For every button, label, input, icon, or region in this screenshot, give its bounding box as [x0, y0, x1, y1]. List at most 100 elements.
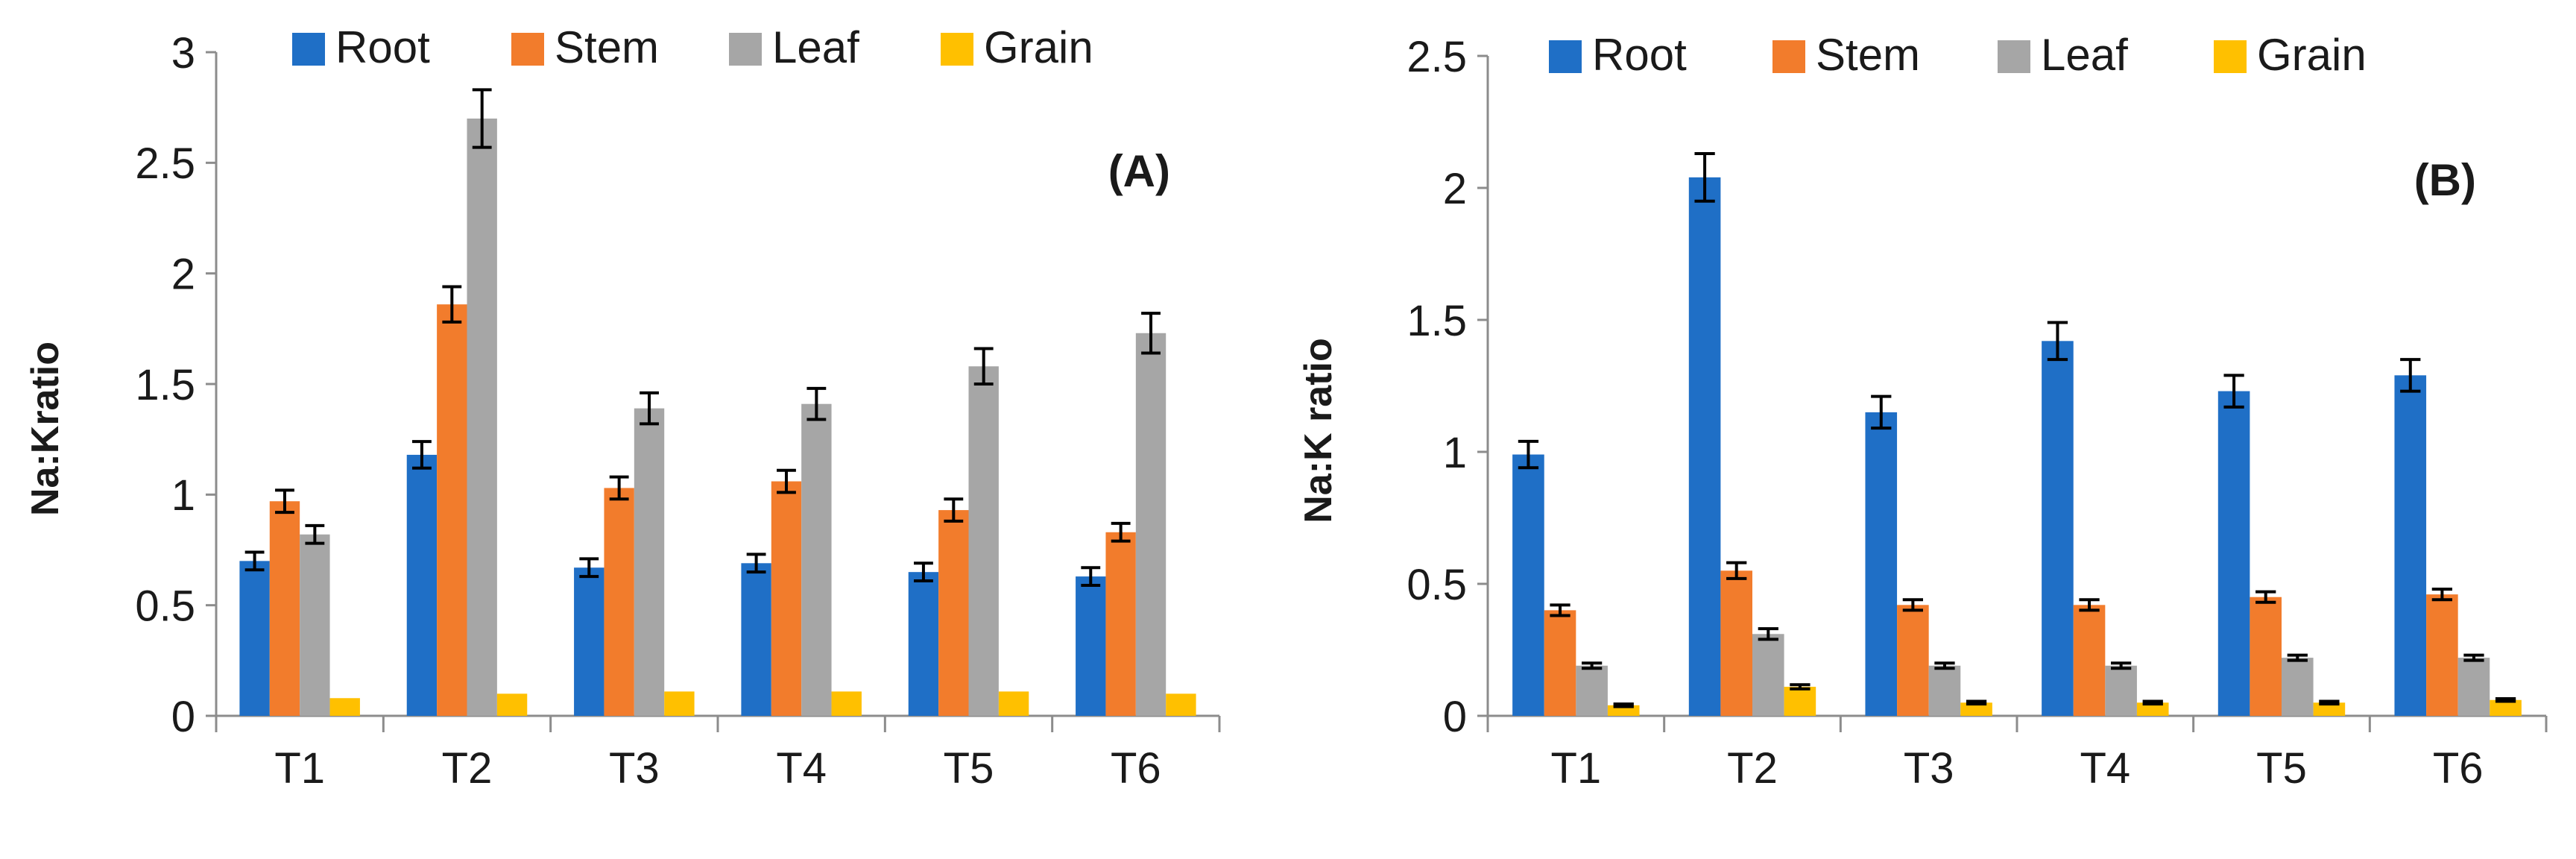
legend-swatch-b-stem [1772, 40, 1805, 73]
y-tick-label-b: 0 [1443, 693, 1467, 741]
error-bar-b-grain-t4 [2142, 699, 2163, 706]
legend-swatch-a-root [292, 33, 325, 66]
bar-a-stem-t3 [604, 488, 634, 716]
legend-label-b-grain: Grain [2257, 30, 2367, 80]
y-tick-label-b: 0.5 [1407, 561, 1467, 609]
panel-b-chart: 0 0.5 1 1.5 2 2.5 Na:K ratio T1 T2 T3 T4 T5 T6 Root St… [1297, 30, 2548, 793]
bar-b-stem-t1 [1544, 610, 1576, 716]
bar-b-root-t6 [2394, 375, 2427, 716]
bar-b-root-t1 [1512, 454, 1544, 716]
y-tick-label-a: 3 [171, 29, 195, 78]
error-bar-a-leaf-t2 [472, 88, 492, 149]
error-bar-a-stem-t1 [275, 488, 294, 515]
bar-a-stem-t6 [1105, 532, 1136, 716]
x-tick-label-b: T5 [2256, 744, 2307, 793]
panel-label-b: (B) [2414, 155, 2476, 205]
bar-b-leaf-t4 [2105, 665, 2137, 716]
bar-b-stem-t4 [2073, 605, 2106, 716]
bar-a-root-t5 [908, 572, 939, 716]
error-bar-a-root-t4 [746, 553, 766, 574]
bar-a-grain-t3 [664, 691, 695, 716]
x-tick-label-b: T3 [1904, 744, 1954, 793]
legend-label-a-leaf: Leaf [772, 22, 859, 72]
error-bar-a-root-t2 [412, 440, 432, 470]
error-bar-b-root-t4 [2047, 321, 2068, 362]
legend-swatch-b-leaf [1998, 40, 2030, 73]
error-bar-a-leaf-t4 [806, 386, 827, 421]
bar-a-grain-t5 [998, 691, 1029, 716]
x-tick-label-b: T4 [2080, 744, 2130, 793]
bar-a-leaf-t5 [968, 366, 999, 716]
bar-a-stem-t4 [771, 481, 802, 716]
legend-label-b-root: Root [1592, 30, 1687, 80]
error-bar-a-stem-t5 [944, 497, 964, 523]
y-tick-label-b: 2 [1443, 165, 1467, 213]
error-bar-a-leaf-t3 [640, 391, 659, 426]
bar-b-leaf-t5 [2282, 658, 2314, 716]
y-tick-label-b: 2.5 [1407, 33, 1467, 81]
error-bar-b-grain-t5 [2319, 699, 2340, 706]
error-bar-a-leaf-t5 [973, 347, 994, 386]
bar-b-root-t2 [1688, 177, 1721, 717]
panel-label-a: (A) [1108, 146, 1170, 196]
bar-a-stem-t2 [437, 304, 467, 716]
bar-a-root-t6 [1076, 576, 1106, 716]
error-bar-a-stem-t3 [609, 475, 629, 501]
y-tick-label-b: 1 [1443, 429, 1467, 477]
error-bar-b-leaf-t5 [2287, 653, 2308, 662]
error-bar-b-stem-t6 [2431, 588, 2452, 602]
x-tick-label-a: T3 [609, 744, 660, 793]
bar-a-root-t2 [406, 454, 438, 716]
x-tick-label-b: T2 [1727, 744, 1778, 793]
error-bar-b-root-t6 [2400, 358, 2421, 393]
error-bar-b-stem-t2 [1726, 561, 1747, 580]
error-bar-a-leaf-t1 [305, 523, 325, 545]
bar-a-leaf-t2 [467, 119, 497, 716]
legend-swatch-b-grain [2214, 40, 2247, 73]
error-bar-a-leaf-t6 [1141, 312, 1161, 355]
error-bar-a-stem-t2 [442, 285, 462, 324]
x-tick-label-a: T1 [274, 744, 325, 793]
bar-b-grain-t4 [2136, 702, 2169, 716]
legend-label-a-root: Root [335, 22, 430, 72]
error-bar-b-grain-t1 [1613, 702, 1634, 708]
bar-b-grain-t6 [2490, 699, 2522, 716]
error-bar-b-stem-t5 [2255, 590, 2276, 604]
legend-label-a-grain: Grain [984, 22, 1093, 72]
legend-swatch-a-stem [511, 33, 544, 66]
bar-a-grain-t2 [496, 693, 528, 716]
error-bar-a-root-t5 [914, 561, 933, 583]
bar-b-root-t5 [2217, 391, 2250, 716]
error-bar-b-root-t1 [1518, 439, 1539, 470]
x-tick-label-b: T1 [1550, 744, 1601, 793]
bar-a-grain-t4 [831, 691, 862, 716]
error-bar-b-root-t3 [1871, 394, 1892, 430]
bar-b-stem-t2 [1720, 570, 1752, 716]
x-tick-label-a: T5 [944, 744, 994, 793]
bar-a-leaf-t3 [634, 408, 665, 716]
x-tick-label-a: T2 [442, 744, 493, 793]
y-tick-label-a: 2.5 [135, 139, 195, 188]
bar-a-leaf-t4 [801, 403, 832, 716]
error-bar-b-leaf-t3 [1934, 661, 1955, 670]
bar-a-leaf-t1 [300, 534, 330, 716]
error-bar-b-leaf-t6 [2463, 653, 2484, 662]
y-tick-label-b: 1.5 [1407, 297, 1467, 345]
y-tick-label-a: 2 [171, 251, 195, 299]
error-bar-a-root-t3 [579, 557, 599, 579]
bar-b-root-t4 [2042, 341, 2074, 716]
error-bar-b-stem-t1 [1550, 603, 1570, 617]
bar-b-stem-t3 [1897, 605, 1929, 716]
legend-swatch-a-leaf [729, 33, 762, 66]
error-bar-a-stem-t6 [1111, 521, 1131, 543]
y-axis-title-b: Na:K ratio [1297, 338, 1340, 523]
legend-label-b-stem: Stem [1816, 30, 1920, 80]
error-bar-a-stem-t4 [777, 468, 796, 494]
error-bar-b-stem-t3 [1902, 598, 1923, 612]
legend-label-b-leaf: Leaf [2041, 30, 2128, 80]
bar-b-grain-t3 [1960, 702, 1992, 716]
bar-a-root-t4 [741, 563, 771, 716]
y-tick-label-a: 1 [171, 471, 195, 520]
bar-b-leaf-t2 [1752, 634, 1784, 716]
bar-a-stem-t5 [938, 510, 969, 716]
